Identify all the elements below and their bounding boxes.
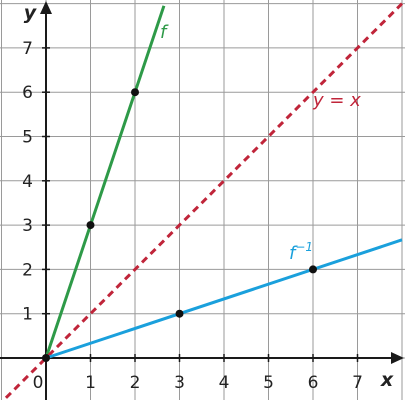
y-tick-label: 7	[22, 39, 33, 59]
x-tick-label: 5	[263, 373, 274, 393]
tick-labels: 1 2 3 4 5 6 7 1 2 3 4 5 6 7 0 x y	[22, 2, 394, 393]
y-tick-label: 4	[22, 172, 33, 192]
x-tick-label: 1	[85, 373, 96, 393]
series-label-superscript: −1	[295, 240, 313, 254]
y-tick-label: 2	[22, 260, 33, 280]
series-line-1	[4, 2, 404, 399]
series-layer	[4, 2, 404, 399]
series-label-0: f	[160, 22, 169, 43]
x-tick-label: 6	[308, 373, 319, 393]
x-tick-label: 4	[219, 373, 230, 393]
x-tick-label: 2	[130, 373, 141, 393]
origin-label: 0	[33, 373, 44, 393]
x-axis-title: x	[380, 369, 394, 391]
y-tick-label: 1	[22, 305, 33, 325]
data-point	[131, 88, 139, 97]
series-label-2: f−1	[289, 240, 313, 264]
series-line-0	[44, 5, 166, 359]
y-axis-arrow	[40, 1, 52, 14]
y-tick-label: 5	[22, 128, 33, 148]
x-tick-label: 7	[352, 373, 363, 393]
x-axis-arrow	[391, 352, 404, 364]
y-tick-label: 3	[22, 216, 33, 236]
y-axis-title: y	[24, 2, 38, 24]
data-point	[309, 265, 317, 274]
x-tick-label: 3	[174, 373, 185, 393]
series-label-1: y = x	[312, 90, 361, 111]
data-point	[86, 221, 95, 230]
origin-point	[42, 354, 50, 362]
data-point	[175, 309, 184, 318]
series-line-2	[45, 238, 403, 360]
y-tick-label: 6	[22, 83, 33, 103]
